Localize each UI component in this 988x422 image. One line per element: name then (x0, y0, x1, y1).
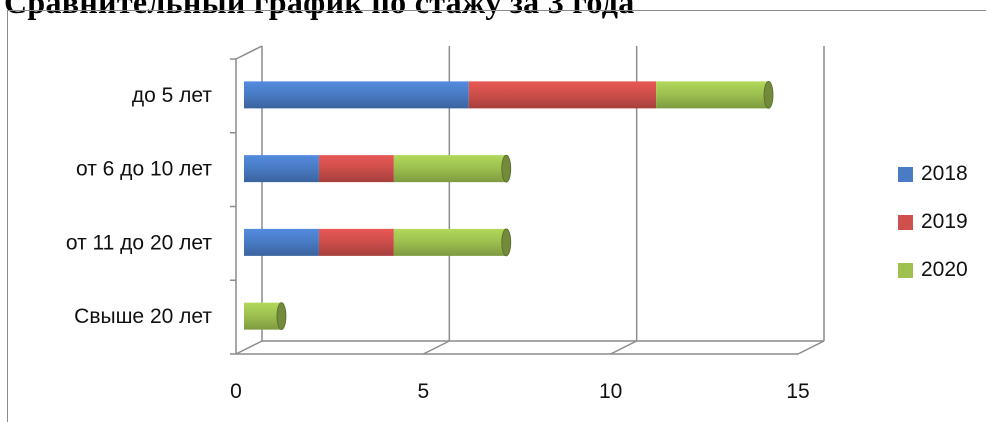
legend-swatch (898, 166, 913, 182)
legend-swatch (898, 262, 913, 278)
bar-segment (244, 155, 319, 183)
chart-area-border (7, 10, 986, 422)
gridline-floor-depth (422, 340, 450, 355)
bar-segment (393, 228, 507, 256)
bar-end-cap (763, 80, 774, 109)
bar-segment (318, 228, 394, 256)
bar-segment (656, 81, 769, 109)
bar-end-cap (276, 302, 287, 331)
bar-segment (318, 155, 394, 183)
x-tick-label: 0 (230, 380, 242, 403)
bar-end-cap (501, 154, 512, 183)
chart-legend: 2018 2019 2020 (898, 150, 968, 294)
bar-segment (244, 81, 469, 109)
bar-segment (244, 302, 282, 330)
x-tick-label: 15 (786, 380, 809, 403)
legend-label: 2018 (921, 162, 968, 185)
x-tick-label: 5 (417, 380, 429, 403)
bar-end-cap (501, 228, 512, 257)
category-label: от 11 до 20 лет (66, 231, 213, 254)
top-depth-edge (235, 45, 263, 60)
category-label: до 5 лет (132, 84, 213, 107)
gridline-floor-depth (797, 340, 825, 355)
legend-item: 2020 (898, 246, 968, 294)
legend-swatch (898, 214, 913, 230)
bar-segment (393, 155, 507, 183)
legend-item: 2019 (898, 198, 968, 246)
legend-item: 2018 (898, 150, 968, 198)
category-label: от 6 до 10 лет (76, 158, 212, 181)
category-label: Свыше 20 лет (74, 305, 212, 328)
floor-left-edge (235, 340, 263, 355)
gridline-floor-depth (610, 340, 638, 355)
bar-segment (468, 81, 657, 109)
legend-label: 2019 (921, 210, 968, 233)
x-tick-label: 10 (599, 380, 622, 403)
legend-label: 2020 (921, 258, 968, 281)
bar-segment (244, 228, 319, 256)
